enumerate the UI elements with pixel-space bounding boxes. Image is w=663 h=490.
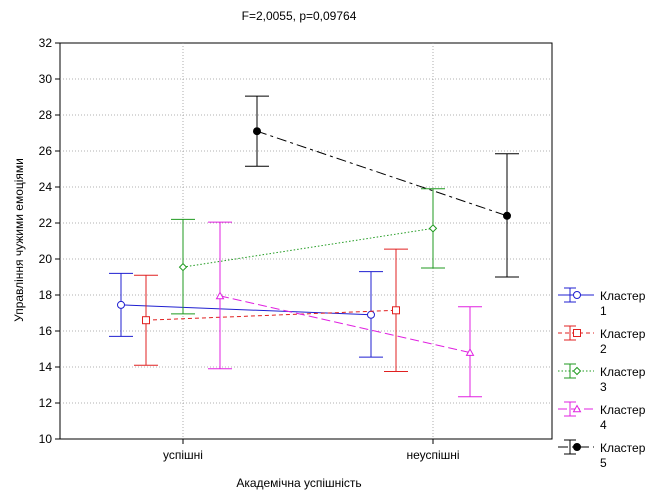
data-point — [503, 211, 511, 220]
y-tick-label: 10 — [39, 432, 53, 446]
legend-symbol-marker — [572, 366, 582, 376]
series-5 — [245, 95, 519, 278]
series-2 — [134, 248, 408, 372]
y-axis-label: Управління чужими емоціями — [12, 158, 26, 322]
series-line — [182, 227, 434, 268]
y-tick-label: 28 — [39, 108, 53, 122]
data-point — [142, 316, 150, 325]
legend-label-number: 4 — [600, 418, 607, 432]
y-tick-label: 12 — [39, 396, 53, 410]
y-tick-label: 26 — [39, 144, 53, 158]
legend-label: Кластер — [600, 327, 646, 341]
data-point — [253, 127, 261, 136]
chart-title: F=2,0055, p=0,09764 — [242, 9, 357, 23]
plot-area: 10 12 14 16 18 20 22 24 26 28 30 32 успішні неуспішні — [39, 36, 553, 462]
legend-label: Кластер — [600, 365, 646, 379]
legend-label-number: 5 — [600, 456, 607, 470]
x-axis-label: Академічна успішність — [236, 476, 361, 490]
data-point — [428, 224, 438, 233]
y-tick-label: 30 — [39, 72, 53, 86]
y-tick-label: 20 — [39, 252, 53, 266]
legend-label: Кластер — [600, 403, 646, 417]
y-tick-label: 14 — [39, 360, 53, 374]
series-line — [120, 304, 372, 316]
series-line — [256, 130, 508, 217]
series-3 — [171, 188, 445, 315]
legend-symbol-marker — [572, 404, 582, 413]
series-4 — [208, 221, 482, 398]
x-tick-label: успішні — [163, 448, 203, 462]
y-tick-label: 18 — [39, 288, 53, 302]
data-point — [465, 348, 475, 356]
legend-label-number: 2 — [600, 342, 607, 356]
y-tick-label: 24 — [39, 180, 53, 194]
legend-label-number: 1 — [600, 304, 607, 318]
data-point — [178, 262, 188, 272]
legend-symbol-marker — [573, 329, 581, 337]
y-tick-label: 22 — [39, 216, 53, 230]
data-point — [392, 306, 400, 315]
y-tick-label: 16 — [39, 324, 53, 338]
legend-label: Кластер — [600, 441, 646, 455]
series-1 — [109, 271, 383, 358]
y-tick-label: 32 — [39, 36, 53, 50]
legend-symbol-marker — [573, 291, 581, 299]
x-tick-label: неуспішні — [406, 448, 459, 462]
legend-label: Кластер — [600, 289, 646, 303]
data-point — [367, 310, 375, 319]
series-line — [219, 295, 471, 354]
data-point — [215, 291, 225, 300]
legend-symbol-marker — [573, 443, 581, 451]
legend-label-number: 3 — [600, 380, 607, 394]
data-point — [117, 300, 125, 309]
plot-frame — [59, 42, 553, 440]
